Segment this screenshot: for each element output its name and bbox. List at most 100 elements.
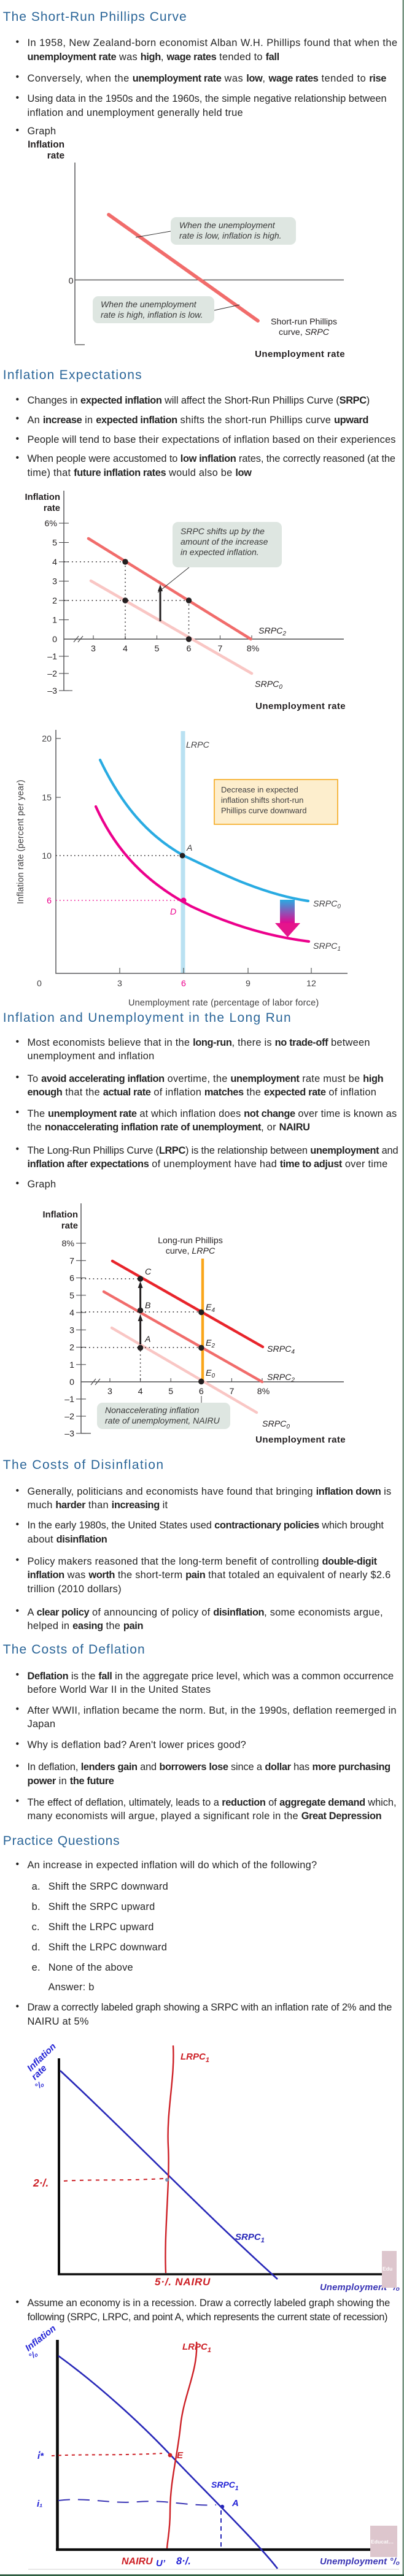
svg-text:Inflation: Inflation <box>28 140 64 150</box>
svg-text:Unemployment rate: Unemployment rate <box>255 349 345 359</box>
svg-text:curve, LRPC: curve, LRPC <box>166 1246 216 1256</box>
svg-text:Short-run Phillips: Short-run Phillips <box>271 317 337 327</box>
svg-text:4: 4 <box>69 1308 74 1318</box>
svg-text:Educat…: Educat… <box>371 2539 394 2545</box>
svg-text:C: C <box>145 1267 152 1277</box>
svg-text:Edu: Edu <box>383 2266 392 2272</box>
svg-text:8%: 8% <box>247 644 260 654</box>
svg-text:SRPC0: SRPC0 <box>313 899 341 910</box>
svg-text:LRPC: LRPC <box>186 740 210 750</box>
svg-text:rate is high, inflation is low: rate is high, inflation is low. <box>101 310 203 320</box>
svg-text:4: 4 <box>138 1387 143 1397</box>
svg-text:0: 0 <box>37 979 42 989</box>
svg-text:When the unemployment: When the unemployment <box>179 220 276 230</box>
svg-text:–2: –2 <box>47 669 57 679</box>
svg-text:SRPC0: SRPC0 <box>262 1419 290 1430</box>
svg-text:1: 1 <box>69 1360 74 1370</box>
svg-text:6: 6 <box>69 1274 74 1284</box>
svg-text:Unemployment rate (percentage: Unemployment rate (percentage of labor f… <box>128 999 319 1008</box>
svg-text:A: A <box>186 843 192 853</box>
svg-text:Unemployment rate: Unemployment rate <box>255 701 346 711</box>
svg-text:4: 4 <box>123 644 128 654</box>
svg-text:3: 3 <box>52 577 57 587</box>
svg-text:D: D <box>170 907 176 917</box>
svg-text:rate of unemployment, NAIRU: rate of unemployment, NAIRU <box>105 1416 220 1425</box>
svg-text:0: 0 <box>52 635 57 645</box>
svg-text:rate: rate <box>47 151 65 161</box>
svg-text:10: 10 <box>42 851 52 861</box>
svg-text:Unemployment °/ₒ: Unemployment °/ₒ <box>320 2283 400 2293</box>
svg-text:A: A <box>144 1335 150 1344</box>
svg-text:6: 6 <box>187 644 192 654</box>
svg-text:Unemployment rate: Unemployment rate <box>255 1435 346 1445</box>
svg-text:E4: E4 <box>206 1303 215 1314</box>
svg-text:SRPC1: SRPC1 <box>235 2232 265 2244</box>
svg-text:2·/.: 2·/. <box>33 2177 49 2189</box>
svg-text:5: 5 <box>52 539 57 548</box>
svg-text:SRPC0: SRPC0 <box>255 680 282 691</box>
svg-text:E: E <box>177 2450 184 2461</box>
svg-text:E0: E0 <box>206 1368 215 1379</box>
svg-text:Decrease in expected: Decrease in expected <box>221 785 298 794</box>
svg-text:A: A <box>231 2498 239 2509</box>
svg-text:5·/. NAIRU: 5·/. NAIRU <box>155 2276 211 2288</box>
svg-text:SRPC1: SRPC1 <box>313 941 341 953</box>
svg-text:LRPC1: LRPC1 <box>181 2052 209 2064</box>
svg-text:7: 7 <box>218 644 223 654</box>
svg-text:curve, SRPC: curve, SRPC <box>279 328 330 337</box>
svg-text:–3: –3 <box>64 1429 74 1439</box>
svg-text:in expected inflation.: in expected inflation. <box>181 547 259 557</box>
svg-text:8·/.: 8·/. <box>176 2556 191 2567</box>
svg-text:°/ₒ: °/ₒ <box>33 2079 45 2091</box>
svg-text:5: 5 <box>69 1291 74 1301</box>
svg-text:0: 0 <box>69 1378 74 1387</box>
svg-text:Long-run Phillips: Long-run Phillips <box>158 1236 223 1246</box>
svg-text:8%: 8% <box>257 1387 270 1397</box>
svg-text:3: 3 <box>117 979 122 989</box>
svg-text:–1: –1 <box>47 652 57 662</box>
svg-text:15: 15 <box>42 793 52 803</box>
svg-text:3: 3 <box>107 1387 112 1397</box>
svg-text:6: 6 <box>199 1387 204 1397</box>
svg-text:–2: –2 <box>64 1412 74 1422</box>
svg-text:2: 2 <box>52 596 57 606</box>
svg-text:5: 5 <box>155 644 160 654</box>
svg-text:6: 6 <box>181 979 186 989</box>
svg-text:Inflation: Inflation <box>23 2323 58 2353</box>
svg-text:i̇*: i̇* <box>37 2451 44 2461</box>
svg-text:8%: 8% <box>61 1239 74 1249</box>
svg-text:SRPC1: SRPC1 <box>211 2480 239 2492</box>
svg-text:When the unemployment: When the unemployment <box>101 299 197 309</box>
svg-text:amount of the increase: amount of the increase <box>181 537 268 546</box>
svg-text:7: 7 <box>69 1256 74 1266</box>
svg-text:20: 20 <box>42 734 52 744</box>
svg-text:rate: rate <box>44 504 60 513</box>
svg-text:Inflation: Inflation <box>42 1210 78 1220</box>
svg-text:0: 0 <box>69 277 74 286</box>
svg-text:1: 1 <box>52 616 57 626</box>
svg-text:inflation shifts short-run: inflation shifts short-run <box>221 795 303 805</box>
svg-text:–1: –1 <box>64 1395 74 1405</box>
svg-text:7: 7 <box>229 1387 234 1397</box>
svg-text:6%: 6% <box>44 519 57 529</box>
svg-text:rate: rate <box>61 1221 78 1231</box>
svg-text:E2: E2 <box>206 1338 215 1349</box>
svg-text:Inflation: Inflation <box>25 493 60 502</box>
svg-text:rate is low, inflation is high: rate is low, inflation is high. <box>179 231 282 240</box>
svg-text:9: 9 <box>246 979 251 989</box>
svg-text:Unemployment °/ₒ: Unemployment °/ₒ <box>320 2557 400 2567</box>
svg-text:SRPC shifts up by the: SRPC shifts up by the <box>181 526 265 536</box>
svg-text:6: 6 <box>47 896 52 906</box>
svg-text:Nonaccelerating inflation: Nonaccelerating inflation <box>105 1405 200 1415</box>
svg-text:SRPC2: SRPC2 <box>267 1373 295 1384</box>
svg-text:3: 3 <box>69 1325 74 1335</box>
svg-text:12: 12 <box>306 979 316 989</box>
svg-text:U’: U’ <box>156 2558 166 2569</box>
svg-text:SRPC4: SRPC4 <box>267 1344 295 1355</box>
svg-text:SRPC2: SRPC2 <box>258 626 286 637</box>
svg-text:LRPC1: LRPC1 <box>182 2342 211 2354</box>
svg-text:3: 3 <box>91 644 96 654</box>
svg-text:i₁: i₁ <box>37 2499 42 2509</box>
svg-text:°/ₒ: °/ₒ <box>27 2348 39 2361</box>
svg-text:B: B <box>145 1301 150 1311</box>
